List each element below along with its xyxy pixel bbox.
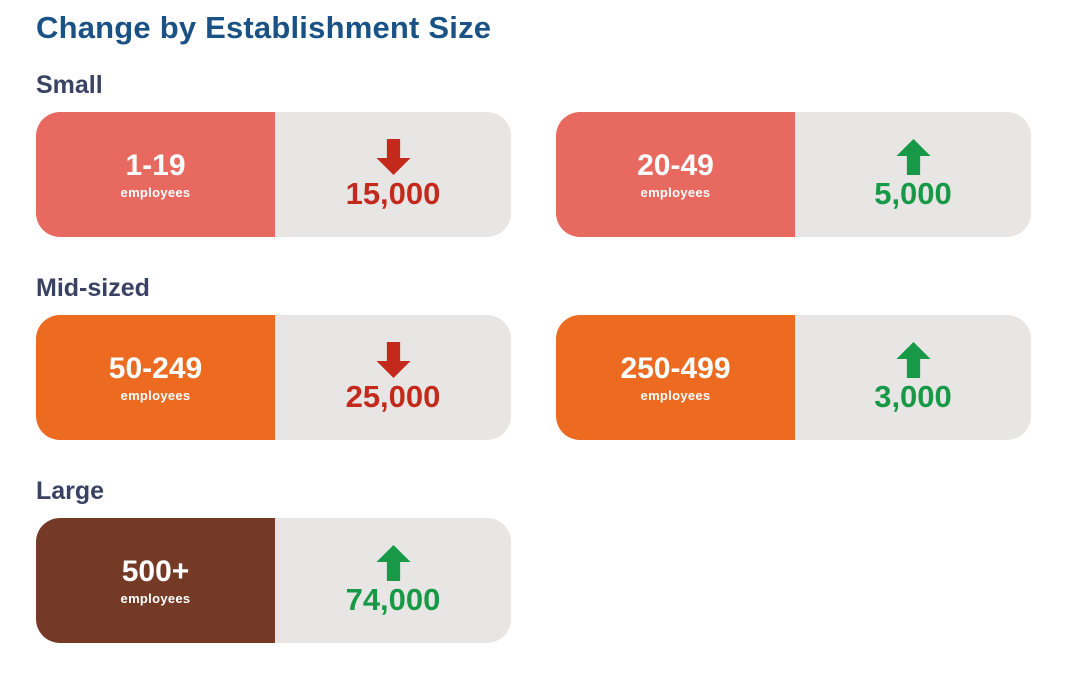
section-header-small: Small xyxy=(36,71,103,99)
change-panel: 3,000 xyxy=(795,315,1031,440)
card-250-499-employees: 250-499 employees 3,000 xyxy=(556,315,1031,440)
change-value: 3,000 xyxy=(874,378,952,414)
change-panel: 74,000 xyxy=(275,518,511,643)
row-small: 1-19 employees 15,000 20-49 employees 5,… xyxy=(36,112,1069,237)
up-arrow-icon xyxy=(895,341,931,378)
change-value: 25,000 xyxy=(345,378,441,414)
change-panel: 15,000 xyxy=(275,112,511,237)
employee-range-panel: 20-49 employees xyxy=(556,112,795,237)
employees-label: employees xyxy=(120,184,191,200)
change-value: 15,000 xyxy=(345,175,441,211)
up-arrow-icon xyxy=(375,544,411,581)
down-arrow-icon xyxy=(375,138,411,175)
employee-range: 1-19 xyxy=(125,148,186,182)
employees-label: employees xyxy=(640,184,711,200)
employees-label: employees xyxy=(120,387,191,403)
change-panel: 25,000 xyxy=(275,315,511,440)
card-1-19-employees: 1-19 employees 15,000 xyxy=(36,112,511,237)
employee-range-panel: 500+ employees xyxy=(36,518,275,643)
employee-range-panel: 250-499 employees xyxy=(556,315,795,440)
change-value: 5,000 xyxy=(874,175,952,211)
page-title: Change by Establishment Size xyxy=(36,10,492,45)
change-panel: 5,000 xyxy=(795,112,1031,237)
employee-range: 20-49 xyxy=(637,148,714,182)
employee-range: 50-249 xyxy=(108,351,203,385)
employees-label: employees xyxy=(120,590,191,606)
change-value: 74,000 xyxy=(345,581,441,617)
up-arrow-icon xyxy=(895,138,931,175)
employee-range-panel: 1-19 employees xyxy=(36,112,275,237)
employee-range-panel: 50-249 employees xyxy=(36,315,275,440)
down-arrow-icon xyxy=(375,341,411,378)
row-mid-sized: 50-249 employees 25,000 250-499 employee… xyxy=(36,315,1069,440)
employees-label: employees xyxy=(640,387,711,403)
employee-range: 250-499 xyxy=(620,351,731,385)
card-50-249-employees: 50-249 employees 25,000 xyxy=(36,315,511,440)
employee-range: 500+ xyxy=(121,554,190,588)
section-header-mid-sized: Mid-sized xyxy=(36,274,150,302)
row-large: 500+ employees 74,000 xyxy=(36,518,1069,643)
card-20-49-employees: 20-49 employees 5,000 xyxy=(556,112,1031,237)
section-header-large: Large xyxy=(36,477,105,505)
card-500-plus-employees: 500+ employees 74,000 xyxy=(36,518,511,643)
